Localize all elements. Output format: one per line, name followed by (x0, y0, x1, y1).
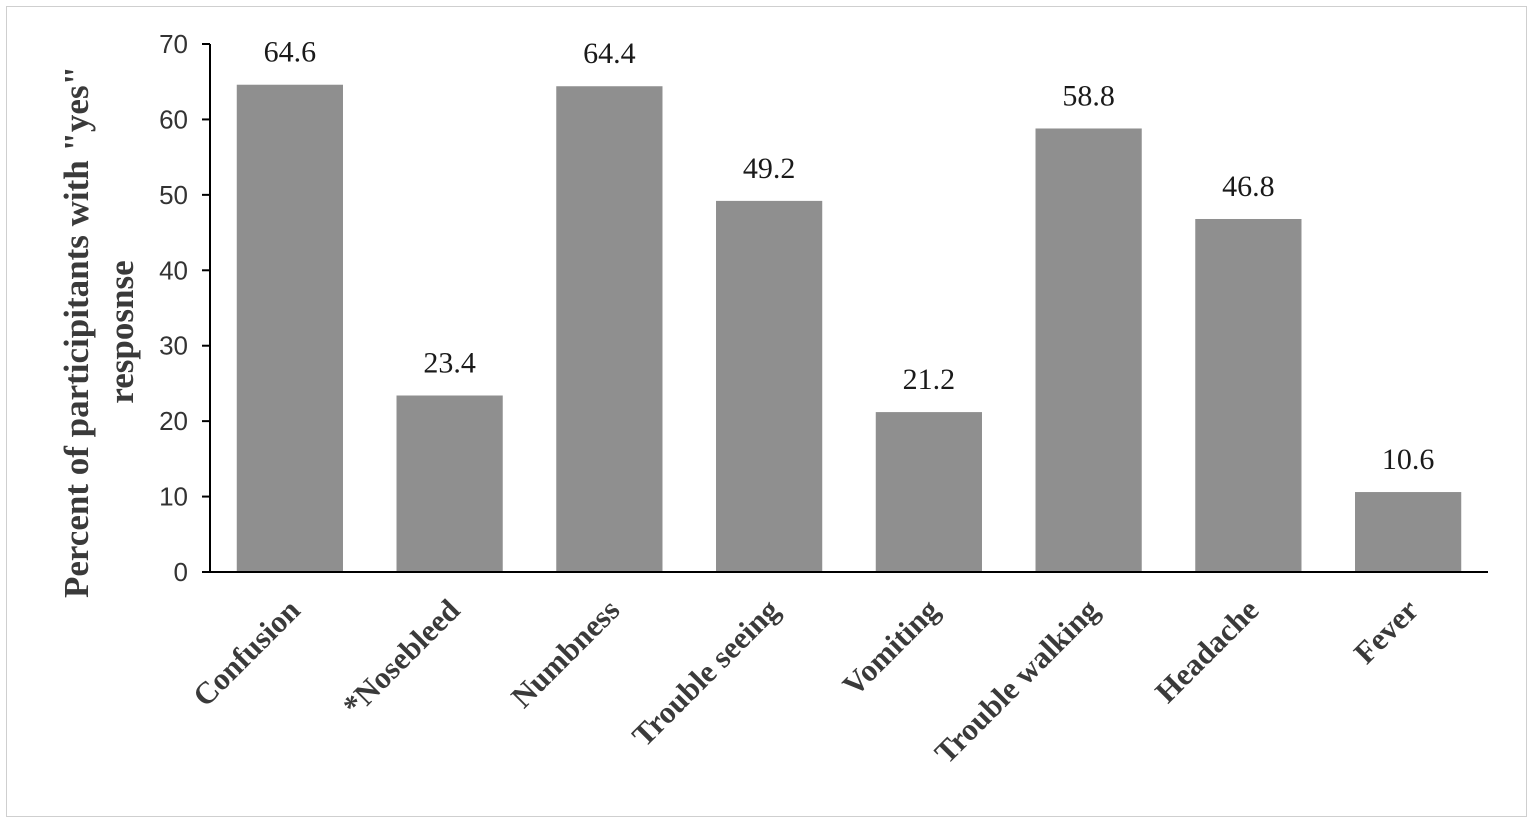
data-label-8: 10.6 (1382, 443, 1435, 476)
y-tick-label-70: 70 (159, 29, 188, 59)
bar-1 (236, 84, 343, 572)
y-tick-label-10: 10 (159, 482, 188, 512)
bar-4 (716, 200, 823, 573)
y-tick-label-40: 40 (159, 255, 188, 285)
y-axis-title: Percent of participitants with "yes" res… (57, 66, 141, 598)
data-label-6: 58.8 (1062, 79, 1115, 112)
x-tick-label-7: Headache (1148, 592, 1265, 709)
y-tick-label-30: 30 (159, 331, 188, 361)
bar-5 (875, 412, 982, 572)
bar-6 (1035, 128, 1142, 573)
y-axis-title-line-1: Percent of participitants with "yes" (57, 66, 96, 598)
x-tick-label-2: *Nosebleed (336, 592, 467, 723)
y-tick-label-0: 0 (174, 557, 188, 587)
data-label-7: 46.8 (1222, 170, 1275, 203)
x-tick-label-8: Fever (1347, 592, 1425, 670)
x-tick-label-1: Confusion (186, 592, 307, 713)
y-tick-label-60: 60 (159, 104, 188, 134)
data-label-3: 64.4 (583, 37, 636, 70)
y-axis-title-line-2: resposnse (102, 260, 141, 403)
bar-7 (1195, 218, 1302, 572)
x-tick-label-5: Vomiting (835, 592, 946, 703)
data-label-2: 23.4 (423, 346, 476, 379)
bars: 64.6 23.4 64.4 49.2 21.2 58.8 46.8 10.6 (236, 36, 1462, 573)
x-tick-label-6: Trouble walking (928, 592, 1106, 770)
bar-3 (556, 86, 663, 573)
x-tick-label-3: Numbness (504, 592, 626, 714)
y-axis: 0 10 20 30 40 50 60 70 (159, 29, 211, 587)
data-label-1: 64.6 (264, 36, 317, 69)
data-label-5: 21.2 (903, 363, 956, 396)
bar-8 (1355, 492, 1462, 572)
y-tick-label-20: 20 (159, 406, 188, 436)
bar-2 (396, 395, 503, 572)
y-tick-label-50: 50 (159, 180, 188, 210)
x-tick-label-4: Trouble seeing (625, 592, 786, 753)
data-label-4: 49.2 (743, 152, 796, 185)
